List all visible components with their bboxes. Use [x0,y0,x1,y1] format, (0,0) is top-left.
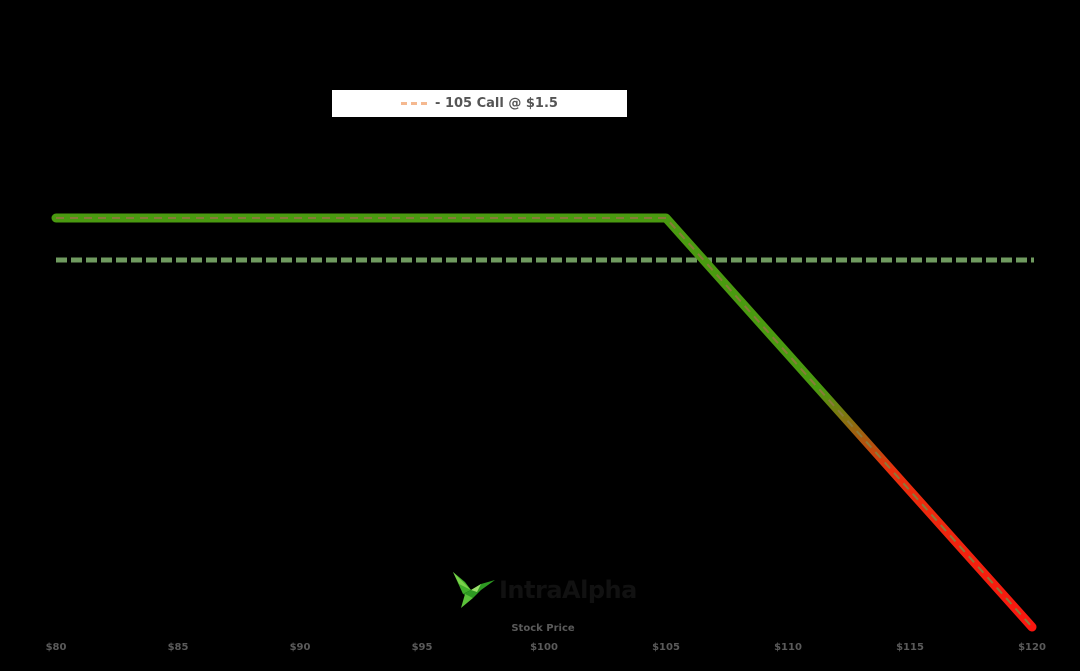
payoff-line-dash [56,217,1033,628]
logo-text: IntraAlpha [499,576,637,604]
x-tick-label: $85 [167,642,189,653]
x-tick-label: $90 [289,642,311,653]
legend: - 105 Call @ $1.5 [332,90,627,117]
x-tick-label: $115 [896,642,924,653]
legend-dash-icon [401,102,428,105]
x-axis-title: Stock Price [511,623,575,634]
x-tick-label: $120 [1018,642,1046,653]
x-tick-label: $80 [45,642,67,653]
legend-label: - 105 Call @ $1.5 [435,96,558,111]
hummingbird-icon [453,572,495,608]
x-tick-label: $100 [530,642,558,653]
logo: IntraAlpha [451,570,637,610]
x-tick-label: $110 [774,642,802,653]
x-tick-label: $95 [411,642,433,653]
payoff-line [51,213,1037,632]
x-tick-label: $105 [652,642,680,653]
